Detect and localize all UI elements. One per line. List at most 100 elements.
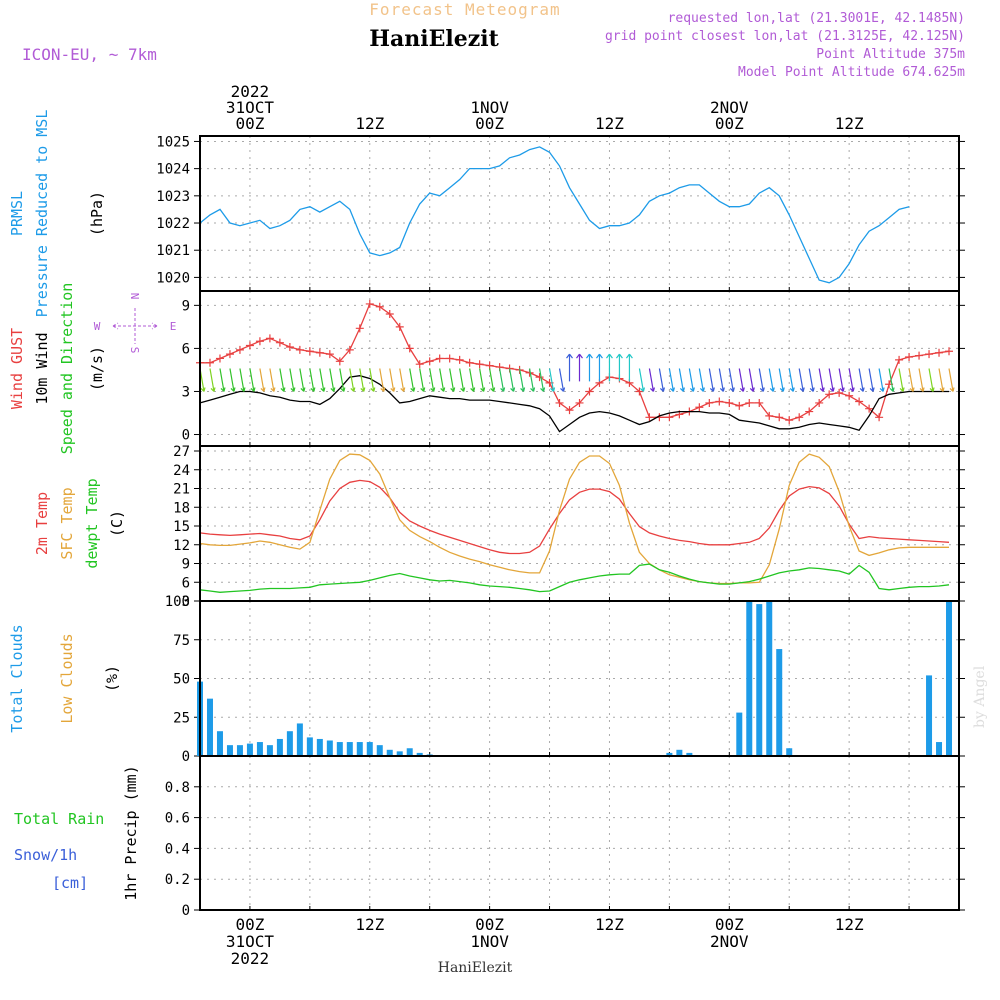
wind-arrow	[708, 368, 715, 392]
bar-total-clouds	[356, 742, 363, 756]
y-tick-label: 1023	[156, 189, 190, 205]
axis-label-wind: Speed and Direction	[58, 283, 76, 455]
axis-label-pressure: PRMSL	[8, 191, 26, 236]
compass-n: N	[128, 293, 141, 300]
gust-marker	[285, 342, 294, 351]
gust-marker	[415, 360, 424, 369]
bar-total-clouds	[286, 731, 293, 756]
axis-label-clouds: Low Clouds	[58, 633, 76, 723]
bottom-time-label: 1NOV	[470, 932, 509, 951]
wind-arrow	[728, 368, 735, 392]
series-line-dewpt Temp	[199, 563, 950, 593]
gust-marker	[375, 302, 384, 311]
product-title: Forecast Meteogram	[369, 0, 560, 19]
wind-arrow	[429, 368, 436, 392]
wind-arrow	[219, 368, 226, 392]
gust-marker	[715, 397, 724, 406]
bottom-time-label: 12Z	[595, 915, 624, 934]
gust-marker	[275, 338, 284, 347]
gust-marker	[695, 403, 704, 412]
gridpoint-coords: grid point closest lon,lat (21.3125E, 42…	[605, 29, 965, 44]
y-tick-label: 1020	[156, 270, 190, 286]
axis-label-pressure: Pressure Reduced to MSL	[33, 110, 51, 318]
gust-marker	[745, 398, 754, 407]
y-tick-label: 0.4	[165, 841, 190, 857]
bar-total-clouds	[406, 748, 413, 756]
wind-arrow	[898, 368, 905, 392]
bar-total-clouds	[946, 601, 953, 756]
gust-marker	[575, 398, 584, 407]
wind-arrow	[576, 353, 583, 382]
bottom-time-label: 2022	[231, 949, 270, 968]
y-tick-label: 9	[182, 298, 190, 314]
gust-marker	[935, 348, 944, 357]
top-time-label: 2022	[231, 82, 270, 101]
credit-watermark: by Angel	[972, 665, 988, 728]
gust-marker	[425, 357, 434, 366]
bar-total-clouds	[786, 748, 793, 756]
gust-marker	[855, 397, 864, 406]
gust-marker	[465, 358, 474, 367]
series-line-wind10m	[199, 375, 949, 433]
gust-marker	[365, 299, 374, 308]
axis-label-clouds: Total Clouds	[8, 624, 26, 732]
wind-arrow	[848, 368, 855, 392]
compass-w: W	[94, 320, 101, 333]
gust-marker	[725, 398, 734, 407]
gust-marker	[355, 324, 364, 333]
wind-arrow	[339, 368, 346, 392]
gust-marker	[755, 398, 764, 407]
top-time-label: 00Z	[475, 114, 504, 133]
y-tick-label: 6	[182, 341, 190, 357]
series-line-2m Temp	[199, 479, 950, 555]
y-tick-label: 9	[182, 557, 190, 573]
y-tick-label: 1024	[156, 162, 190, 178]
model-label: ICON-EU, ~ 7km	[22, 45, 157, 64]
gust-marker	[345, 345, 354, 354]
gust-marker	[305, 347, 314, 356]
top-time-label: 00Z	[235, 114, 264, 133]
gust-marker	[905, 353, 914, 362]
bar-total-clouds	[316, 738, 323, 756]
gust-marker	[765, 411, 774, 420]
axis-label-clouds: (%)	[103, 665, 121, 692]
y-tick-label: 3	[182, 384, 190, 400]
y-tick-label: 6	[182, 575, 190, 591]
axis-label-pressure: (hPa)	[88, 191, 106, 236]
wind-arrow	[718, 368, 725, 392]
bar-total-clouds	[276, 738, 283, 756]
bar-total-clouds	[226, 745, 233, 756]
wind-arrow	[229, 368, 236, 392]
wind-arrow	[838, 368, 845, 392]
gust-marker	[925, 350, 934, 359]
gust-marker	[315, 348, 324, 357]
wind-arrow	[459, 368, 466, 392]
gust-marker	[805, 407, 814, 416]
wind-arrow	[778, 368, 785, 392]
gust-marker	[865, 404, 874, 413]
wind-arrow	[279, 368, 286, 392]
precip-axis-label: 1hr Precip (mm)	[122, 765, 140, 900]
wind-arrow	[605, 353, 613, 382]
compass-e: E	[170, 320, 177, 333]
gust-marker	[205, 358, 214, 367]
gust-marker	[455, 355, 464, 364]
wind-arrow	[658, 368, 665, 392]
wind-arrow	[359, 368, 366, 392]
bottom-time-label: 00Z	[715, 915, 744, 934]
bar-total-clouds	[766, 601, 773, 756]
top-time-label: 2NOV	[710, 98, 749, 117]
bottom-time-label: 00Z	[475, 915, 504, 934]
wind-arrow	[399, 368, 406, 392]
bar-total-clouds	[776, 649, 783, 756]
y-tick-label: 25	[173, 710, 190, 726]
gust-marker	[915, 351, 924, 360]
bar-total-clouds	[206, 698, 213, 756]
wind-arrow	[558, 368, 566, 392]
top-time-label: 31OCT	[226, 98, 275, 117]
bar-total-clouds	[686, 752, 693, 756]
wind-arrow	[768, 368, 775, 392]
y-tick-label: 0.6	[165, 811, 190, 827]
gust-marker	[475, 360, 484, 369]
wind-arrow	[479, 368, 486, 392]
